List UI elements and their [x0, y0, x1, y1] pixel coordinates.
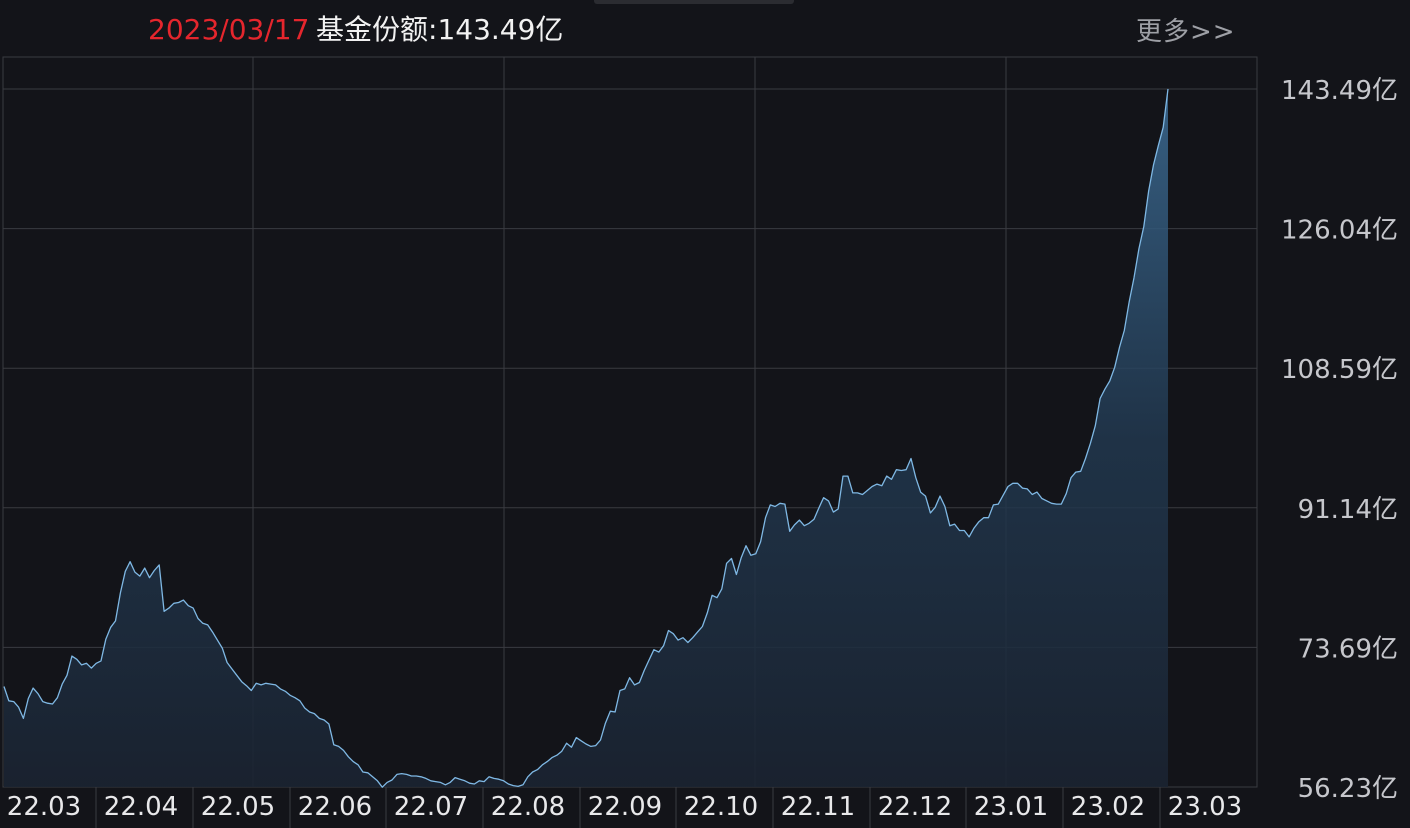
- x-tick-label: 22.04: [104, 792, 178, 822]
- y-tick-label: 91.14亿: [1298, 495, 1398, 525]
- fund-share-readout: 基金份额:143.49亿: [316, 12, 563, 48]
- y-tick-label: 126.04亿: [1281, 216, 1398, 246]
- chart-header: 2023/03/17 基金份额:143.49亿 更多>>: [0, 0, 1410, 58]
- x-tick-label: 22.08: [491, 792, 565, 822]
- y-tick-label: 143.49亿: [1281, 76, 1398, 106]
- fund-share-label: 基金份额:: [316, 13, 438, 46]
- x-tick-label: 22.11: [781, 792, 855, 822]
- x-tick-label: 22.07: [394, 792, 468, 822]
- x-tick-label: 22.05: [201, 792, 275, 822]
- y-tick-label: 108.59亿: [1281, 355, 1398, 385]
- x-tick-label: 23.03: [1168, 792, 1242, 822]
- x-axis-labels: 22.03 22.04 22.05 22.06 22.07 22.08 22.09 22.10…: [7, 792, 1242, 822]
- y-axis-labels: 143.49亿 126.04亿 108.59亿 91.14亿 73.69亿 56.23亿: [1281, 76, 1398, 804]
- series-area-fill: [4, 88, 1168, 788]
- selected-date: 2023/03/17: [148, 13, 310, 46]
- x-tick-label: 22.03: [7, 792, 81, 822]
- x-tick-label: 22.09: [588, 792, 662, 822]
- y-tick-label: 56.23亿: [1298, 774, 1398, 804]
- more-link[interactable]: 更多>>: [1136, 17, 1236, 47]
- x-tick-label: 23.01: [974, 792, 1048, 822]
- top-tab-handle: [594, 0, 794, 4]
- x-tick-label: 22.12: [878, 792, 952, 822]
- x-tick-label: 22.10: [684, 792, 758, 822]
- series-line: [3, 88, 1169, 788]
- x-tick-label: 23.02: [1071, 792, 1145, 822]
- fund-share-value: 143.49亿: [437, 13, 564, 46]
- y-tick-label: 73.69亿: [1298, 634, 1398, 664]
- x-tick-label: 22.06: [298, 792, 372, 822]
- area-layer: [3, 88, 1169, 788]
